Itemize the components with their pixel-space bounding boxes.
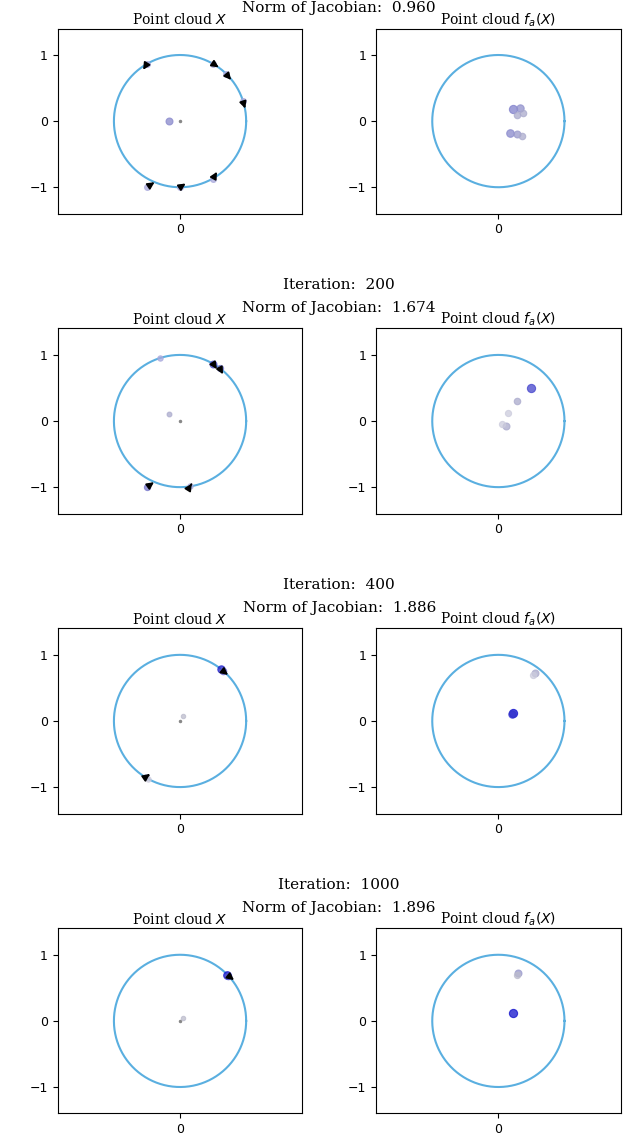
Point [216,660,226,678]
Point [508,703,518,722]
Point [512,392,522,410]
Text: Norm of Jacobian:  0.960: Norm of Jacobian: 0.960 [243,1,436,15]
Point [515,98,525,116]
Point [185,477,195,496]
Title: Point cloud $f_a(X)$: Point cloud $f_a(X)$ [440,11,556,29]
Point [223,967,234,986]
Point [508,100,518,119]
Point [512,126,522,144]
Point [516,127,527,145]
Point [175,178,185,196]
Title: Point cloud $X$: Point cloud $X$ [132,912,228,927]
Title: Point cloud $f_a(X)$: Point cloud $f_a(X)$ [440,311,556,329]
Point [528,666,538,684]
Point [512,965,522,983]
Point [142,55,152,73]
Text: Iteration:  1000: Iteration: 1000 [278,878,400,892]
Point [141,769,151,787]
Title: Point cloud $f_a(X)$: Point cloud $f_a(X)$ [440,611,556,628]
Point [513,964,524,982]
Title: Point cloud $X$: Point cloud $X$ [132,612,228,627]
Point [506,706,516,724]
Point [505,123,515,142]
Title: Point cloud $X$: Point cloud $X$ [132,312,228,328]
Text: Norm of Jacobian:  1.674: Norm of Jacobian: 1.674 [243,300,436,315]
Point [178,1008,188,1027]
Point [501,417,511,435]
Point [218,661,228,679]
Point [497,416,507,434]
Text: Norm of Jacobian:  1.886: Norm of Jacobian: 1.886 [243,601,436,614]
Point [221,65,232,83]
Point [508,1004,518,1022]
Point [503,404,513,423]
Point [142,478,152,497]
Point [143,770,154,788]
Title: Point cloud $X$: Point cloud $X$ [132,13,228,27]
Title: Point cloud $f_a(X)$: Point cloud $f_a(X)$ [440,911,556,928]
Point [214,359,225,377]
Point [208,169,218,187]
Text: Iteration:  200: Iteration: 200 [284,278,395,292]
Text: Iteration:  400: Iteration: 400 [284,578,395,592]
Point [222,965,232,983]
Point [512,105,522,123]
Point [237,93,248,111]
Point [164,112,174,130]
Point [142,178,152,196]
Point [530,665,540,683]
Point [518,104,529,122]
Point [526,379,536,397]
Point [208,354,218,372]
Text: Norm of Jacobian:  1.896: Norm of Jacobian: 1.896 [243,901,436,915]
Point [208,55,218,73]
Point [164,405,174,424]
Point [155,349,165,368]
Point [178,707,188,725]
